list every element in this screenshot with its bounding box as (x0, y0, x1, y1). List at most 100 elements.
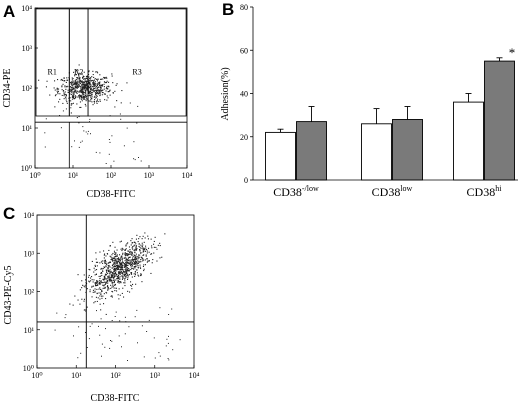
event-dot (111, 282, 113, 284)
event-dot (96, 293, 98, 295)
event-dot (108, 139, 110, 140)
event-dot (135, 262, 137, 264)
event-dot (102, 89, 104, 91)
event-dot (61, 85, 63, 87)
event-dot (124, 278, 126, 280)
event-dot (135, 256, 137, 258)
event-dot (137, 258, 139, 260)
event-dot (89, 269, 91, 271)
event-dot (76, 70, 78, 72)
event-dot (104, 287, 106, 289)
event-dot (86, 306, 88, 308)
event-dot (87, 130, 89, 132)
event-dot (83, 86, 85, 88)
event-dot (91, 92, 93, 94)
event-dot (140, 160, 142, 162)
event-dot (137, 256, 139, 258)
event-dot (111, 276, 113, 278)
event-dot (98, 83, 100, 85)
event-dot (73, 83, 75, 85)
event-dot (101, 274, 103, 276)
event-dot (139, 250, 141, 252)
event-dot (127, 290, 129, 292)
event-dot (114, 290, 116, 292)
event-dot (159, 355, 161, 357)
event-dot (54, 329, 56, 331)
event-dot (139, 261, 141, 263)
event-dot (97, 280, 99, 282)
event-dot (102, 295, 104, 297)
event-dot (141, 242, 143, 244)
event-dot (140, 261, 142, 263)
event-dot (111, 258, 113, 260)
event-dot (83, 76, 85, 78)
event-dot (97, 284, 99, 286)
event-dot (97, 89, 99, 91)
event-dot (113, 268, 115, 270)
event-dot (85, 86, 87, 88)
event-dot (80, 88, 82, 90)
event-dot (142, 249, 144, 251)
event-dot (128, 262, 130, 264)
event-dot (120, 268, 122, 270)
event-dot (137, 267, 139, 269)
event-dot (118, 258, 120, 260)
event-dot (86, 80, 88, 82)
y-tick-label: 60 (240, 46, 248, 55)
event-dot (95, 92, 97, 94)
event-dot (64, 96, 66, 98)
event-dot (81, 96, 83, 98)
event-dot (88, 268, 90, 270)
event-dot (88, 76, 90, 78)
event-dot (98, 82, 100, 84)
event-dot (100, 309, 102, 311)
event-dot (115, 269, 117, 271)
event-dot (107, 268, 109, 270)
event-dot (79, 91, 81, 93)
event-dot (94, 83, 96, 85)
event-dot (94, 264, 96, 266)
event-dot (113, 274, 115, 276)
event-dot (96, 284, 98, 286)
event-dot (119, 254, 121, 256)
event-dot (93, 271, 95, 273)
event-dot (148, 319, 150, 321)
event-dot (131, 285, 133, 287)
event-dot (115, 258, 117, 260)
event-dot (125, 273, 127, 275)
event-dot (135, 265, 137, 267)
event-dot (82, 89, 84, 91)
event-dot (135, 257, 137, 259)
event-dot (100, 272, 102, 274)
event-dot (130, 263, 132, 265)
event-dot (107, 275, 109, 277)
event-dot (135, 255, 137, 257)
event-dot (124, 271, 126, 273)
event-dot (108, 153, 110, 155)
event-dot (105, 298, 107, 300)
event-dot (105, 255, 107, 257)
event-dot (85, 81, 87, 83)
event-dot (95, 97, 97, 99)
event-dot (139, 266, 141, 268)
event-dot (78, 74, 80, 76)
event-dot (72, 93, 74, 95)
event-dot (95, 86, 97, 88)
event-dot (127, 275, 129, 277)
event-dot (115, 260, 117, 262)
event-dot (131, 252, 133, 254)
event-dot (90, 84, 92, 86)
event-dot (135, 238, 137, 240)
event-dot (112, 286, 114, 288)
event-dot (72, 82, 74, 84)
y-tick-label: 10⁴ (21, 4, 32, 13)
event-dot (107, 282, 109, 284)
event-dot (138, 157, 139, 158)
event-dot (99, 81, 101, 83)
event-dot (133, 241, 135, 243)
event-dot (72, 96, 74, 98)
event-dot (124, 269, 126, 271)
event-dot (83, 78, 85, 80)
event-dot (135, 269, 137, 271)
event-dot (113, 279, 115, 281)
